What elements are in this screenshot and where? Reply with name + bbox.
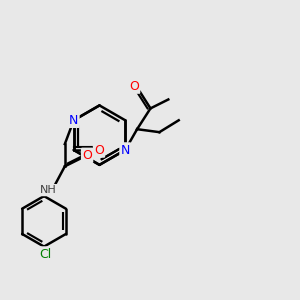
Text: O: O [129,80,139,93]
Text: N: N [69,114,78,127]
Text: Cl: Cl [39,248,52,260]
Text: O: O [82,149,92,162]
Text: N: N [121,143,130,157]
Text: O: O [94,143,104,157]
Text: NH: NH [40,185,57,195]
